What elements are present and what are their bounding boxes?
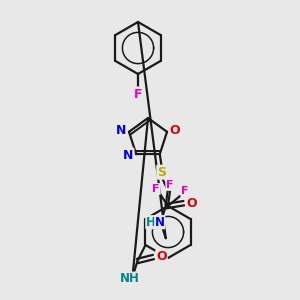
Text: H: H [146,216,156,229]
Text: S: S [157,166,166,179]
Text: F: F [152,184,160,194]
Text: O: O [170,124,180,137]
Text: F: F [181,186,189,196]
Text: O: O [186,197,197,210]
Text: N: N [116,124,126,137]
Text: N: N [123,149,134,162]
Text: F: F [166,180,174,190]
Text: NH: NH [119,272,140,286]
Text: N: N [155,216,165,229]
Text: F: F [134,88,142,100]
Text: O: O [156,250,167,263]
